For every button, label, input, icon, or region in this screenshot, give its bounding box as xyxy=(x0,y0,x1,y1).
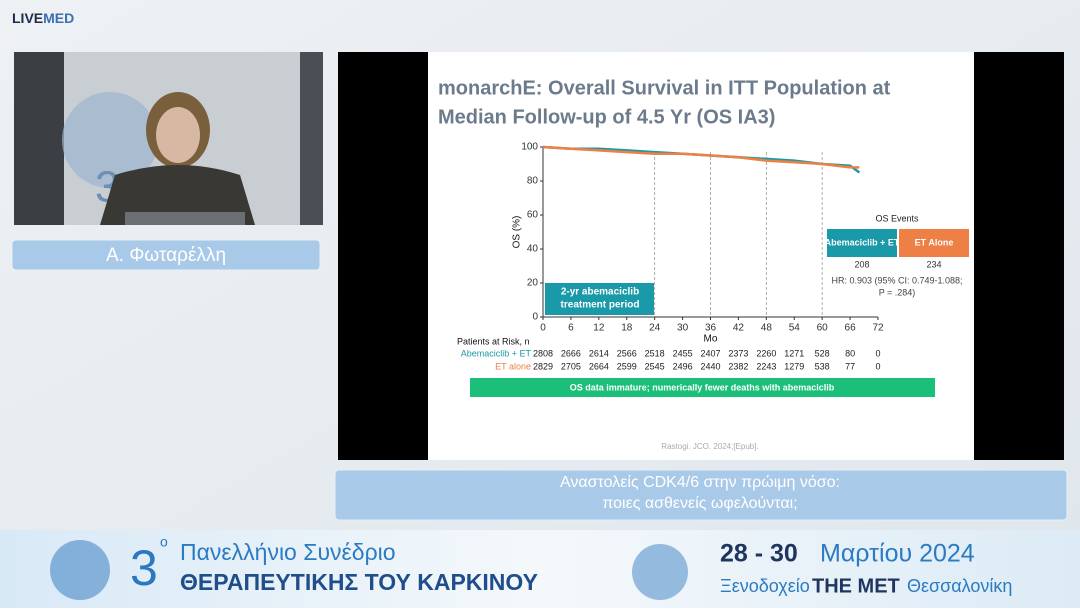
footer-line1: Πανελλήνιο Συνέδριο xyxy=(180,539,396,565)
annotation: 2-yr abemaciclib xyxy=(561,287,639,298)
x-tick-label: 18 xyxy=(621,323,633,334)
legend-swatch xyxy=(827,229,897,257)
survival-curve xyxy=(542,145,860,169)
annotation: treatment period xyxy=(561,300,640,311)
risk-count: 2808 xyxy=(533,348,553,358)
risk-count: 528 xyxy=(815,348,830,358)
risk-count: 2545 xyxy=(645,361,665,371)
x-tick-label: 60 xyxy=(817,323,829,334)
legend-entry: Abemaciclib + ET xyxy=(825,237,900,247)
risk-count: 2829 xyxy=(533,361,553,371)
chart: 0 20 40 60 80 100 0 6 12 18 24 30 36 42 48 54 60 66 72 Mo OS… xyxy=(457,142,969,371)
risk-count: 2382 xyxy=(728,361,748,371)
x-axis-label: Mo xyxy=(704,334,718,345)
risk-count: 2260 xyxy=(756,348,776,358)
risk-count: 2455 xyxy=(673,348,693,358)
speaker-name: Α. Φωταρέλλη xyxy=(106,245,226,266)
risk-count: 2599 xyxy=(617,361,637,371)
x-tick-label: 24 xyxy=(649,323,661,334)
risk-count: 2664 xyxy=(589,361,609,371)
risk-count: 2666 xyxy=(561,348,581,358)
hazard-ratio: HR: 0.903 (95% CI: 0.749-1.088; xyxy=(831,275,962,285)
risk-count: 0 xyxy=(875,361,880,371)
footer-city: Θεσσαλονίκη xyxy=(907,576,1012,596)
logo-med: MED xyxy=(43,10,74,26)
annotation-box xyxy=(545,283,654,315)
x-tick-label: 12 xyxy=(593,323,605,334)
y-tick-label: 100 xyxy=(521,142,538,153)
footer: 3 ο Πανελλήνιο Συνέδριο ΘΕΡΑΠΕΥΤΙΚΗΣ ΤΟΥ… xyxy=(0,530,1080,608)
caption: Αναστολείς CDK4/6 στην πρώιμη νόσο: xyxy=(560,474,840,491)
footer-venue: THE MET xyxy=(812,575,900,597)
risk-count: 2496 xyxy=(673,361,693,371)
risk-row-label: Abemaciclib + ET xyxy=(461,348,532,358)
x-tick-label: 0 xyxy=(540,323,546,334)
x-tick-label: 36 xyxy=(705,323,717,334)
risk-count: 538 xyxy=(815,361,830,371)
risk-table-title: Patients at Risk, n xyxy=(457,336,530,346)
footer-month: Μαρτίου 2024 xyxy=(820,540,975,568)
legend-swatch xyxy=(899,229,969,257)
risk-count: 2243 xyxy=(756,361,776,371)
footer-line2: ΘΕΡΑΠΕΥΤΙΚΗΣ ΤΟΥ ΚΑΡΚΙΝΟΥ xyxy=(180,569,538,595)
x-tick-label: 30 xyxy=(677,323,689,334)
risk-count: 0 xyxy=(875,348,880,358)
y-tick-label: 20 xyxy=(527,278,539,289)
caption: ποιες ασθενείς ωφελούνται; xyxy=(602,495,797,512)
risk-count: 80 xyxy=(845,348,855,358)
y-axis-label: OS (%) xyxy=(512,216,523,249)
footer-dates: 28 - 30 xyxy=(720,540,798,568)
risk-count: 2566 xyxy=(617,348,637,358)
risk-count: 77 xyxy=(845,361,855,371)
footer-venue-prefix: Ξενοδοχείο xyxy=(720,576,810,596)
risk-count: 2373 xyxy=(728,348,748,358)
banner: OS data immature; numerically fewer deat… xyxy=(570,382,835,392)
citation: Rastogi. JCO. 2024;[Epub]. xyxy=(661,442,758,451)
logo: LIVEMED xyxy=(12,10,74,26)
y-tick-label: 80 xyxy=(527,176,539,187)
y-tick-label: 40 xyxy=(527,244,539,255)
footer-edition: 3 xyxy=(130,540,158,596)
x-tick-label: 48 xyxy=(761,323,773,334)
x-tick-label: 54 xyxy=(789,323,801,334)
speaker-box xyxy=(11,239,321,271)
x-tick-label: 6 xyxy=(568,323,574,334)
slide-title: Median Follow-up of 4.5 Yr (OS IA3) xyxy=(438,106,775,128)
risk-row-label: ET alone xyxy=(495,361,531,371)
risk-count: 1279 xyxy=(784,361,804,371)
x-tick-label: 72 xyxy=(872,323,884,334)
risk-count: 2407 xyxy=(700,348,720,358)
risk-count: 2614 xyxy=(589,348,609,358)
hazard-ratio: P = .284) xyxy=(879,287,916,297)
x-tick-label: 42 xyxy=(733,323,745,334)
y-tick-label: 0 xyxy=(532,312,538,323)
slide-title: monarchE: Overall Survival in ITT Popula… xyxy=(438,77,891,99)
risk-count: 2518 xyxy=(645,348,665,358)
video-panel: 3 xyxy=(14,52,323,225)
events-count: 208 xyxy=(854,259,869,269)
legend-title: OS Events xyxy=(875,213,919,223)
x-tick-label: 66 xyxy=(845,323,857,334)
banner-box xyxy=(470,378,935,397)
risk-count: 1271 xyxy=(784,348,804,358)
footer-edition-sup: ο xyxy=(160,534,168,550)
risk-count: 2440 xyxy=(700,361,720,371)
events-count: 234 xyxy=(926,259,941,269)
risk-count: 2705 xyxy=(561,361,581,371)
caption-box xyxy=(334,469,1068,521)
y-tick-label: 60 xyxy=(527,210,539,221)
logo-live: LIVE xyxy=(12,10,43,26)
legend-entry: ET Alone xyxy=(915,237,954,247)
